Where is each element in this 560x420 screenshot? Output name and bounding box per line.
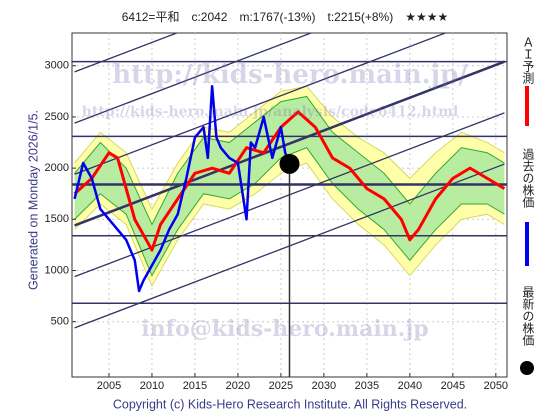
legend-swatch [520,361,534,375]
trend-line [74,33,448,175]
x-tick-label: 2050 [484,380,508,392]
legend-label: 過去の株価 [521,148,535,208]
y-tick-label: 3000 [45,60,69,72]
x-tick-label: 2040 [398,380,422,392]
forecast-band [74,96,505,276]
x-tick-label: 2035 [355,380,379,392]
band-edge [74,147,505,277]
legend-label: ＡＩ予測 [521,36,535,85]
series-line [73,84,291,293]
generated-note: Generated on Monday 2026/1/5. [26,110,40,290]
x-tick-label: 2045 [441,380,465,392]
y-tick-label: 1500 [45,213,69,225]
plot [72,33,507,377]
chart-title: 6412=平和 c:2042 m:1767(-13%) t:2215(+8%) … [122,10,449,24]
y-tick-label: 2500 [45,111,69,123]
legend-label: 最新の株価 [521,286,535,346]
band-edge [74,95,505,226]
band-edge [74,85,505,211]
x-tick-label: 2015 [183,380,207,392]
y-tick-label: 2000 [45,162,69,174]
x-tick-label: 2020 [226,380,250,392]
watermark: http://kids-hero.main.jp/analysis/code64… [82,104,459,120]
x-tick-label: 2010 [140,380,164,392]
series-line [73,110,506,252]
watermark: info@kids-hero.main.jp [141,316,428,342]
x-tick-label: 2030 [312,380,336,392]
y-tick-label: 1000 [45,264,69,276]
x-tick-label: 2025 [269,380,293,392]
y-tick-label: 500 [51,316,69,328]
trend-line [74,33,179,73]
footer: Copyright (c) Kids-Hero Research Institu… [113,397,467,411]
x-tick-label: 2005 [97,380,121,392]
latest-point [279,153,300,174]
trend-line [74,60,505,227]
trend-line [74,33,313,124]
watermark: http://kids-hero.main.jp/ [112,60,468,90]
overlay: 2005 2010 2015 2020 2025 2030 2035 2040 2045 2050… [45,36,535,392]
